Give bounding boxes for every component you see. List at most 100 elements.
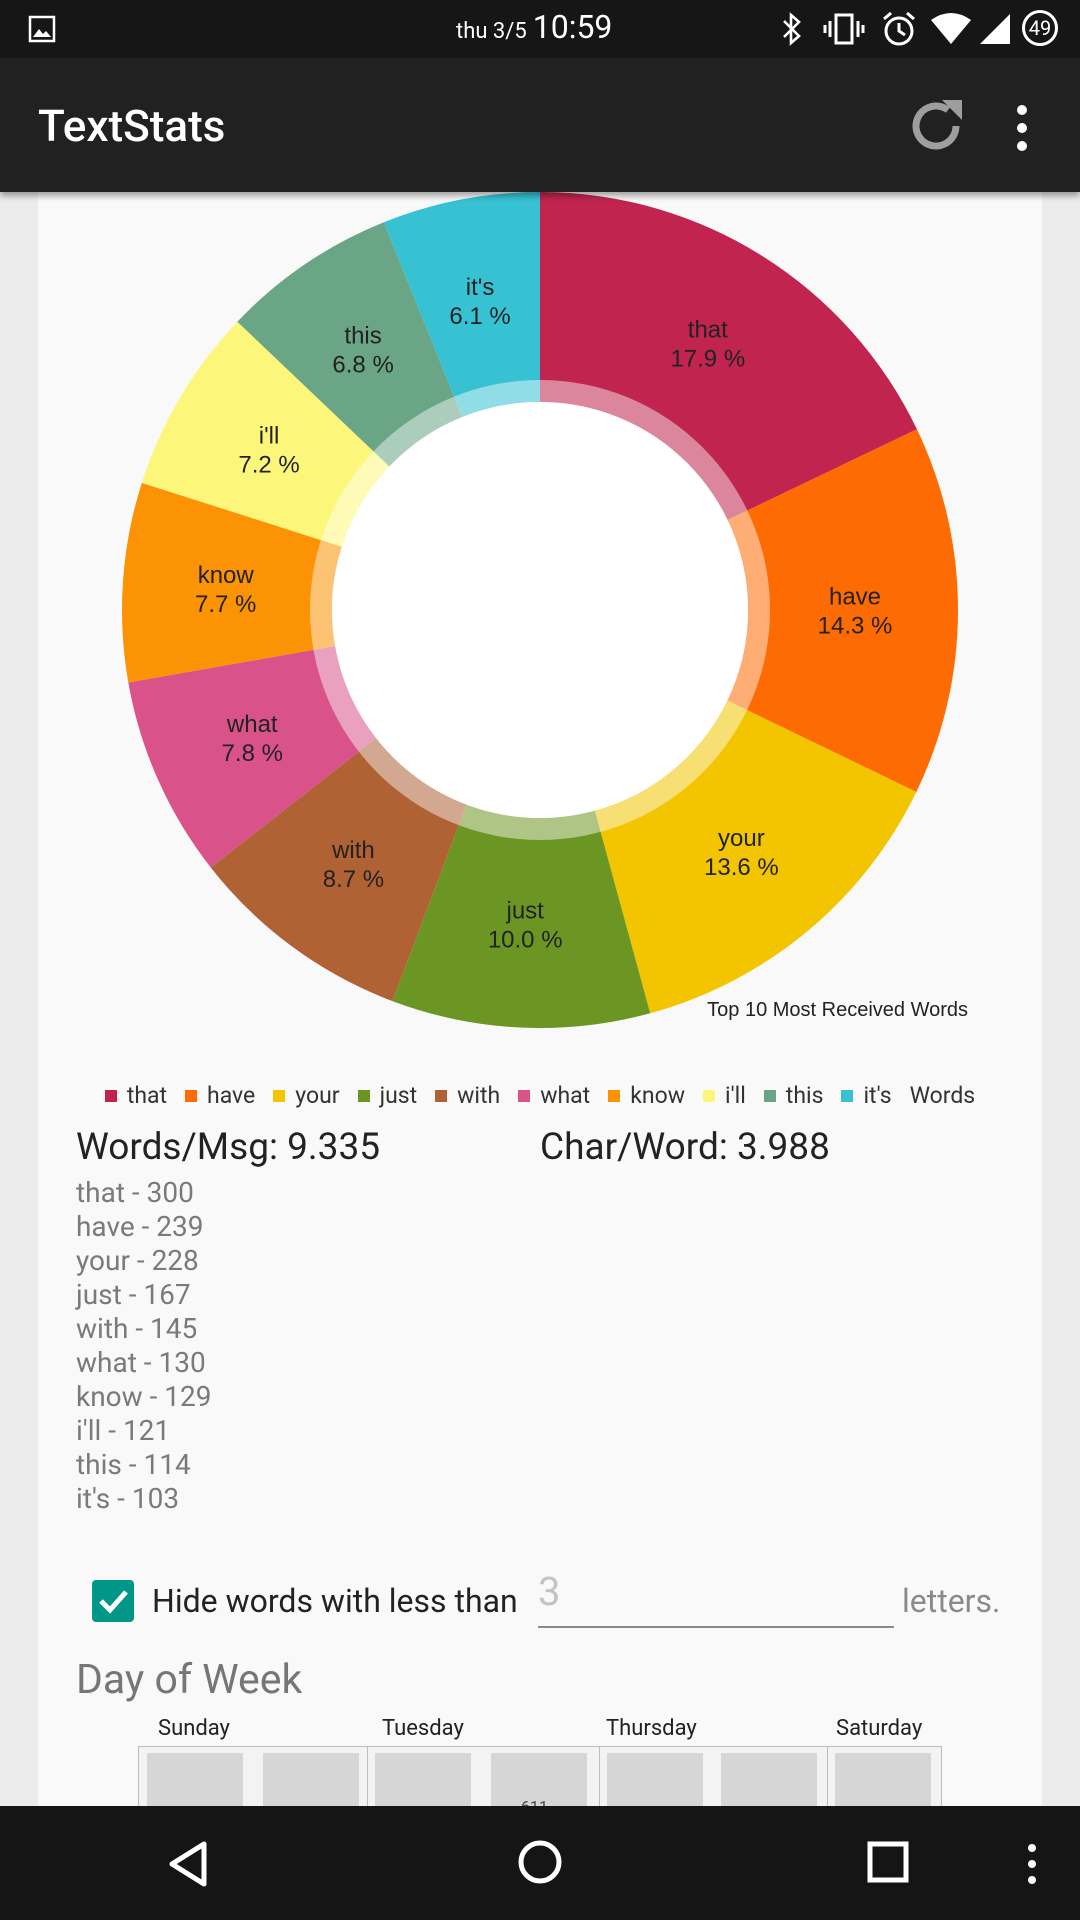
divider: [599, 1747, 600, 1807]
legend-label: this: [785, 1082, 824, 1109]
check-icon: [99, 1590, 128, 1614]
recents-icon[interactable]: [866, 1840, 910, 1884]
donut-slice-what[interactable]: [128, 646, 377, 868]
legend-label: your: [295, 1082, 340, 1109]
list-item: that - 300: [76, 1176, 194, 1209]
bar-value-label: 611: [521, 1797, 548, 1807]
weekday-bar: [721, 1753, 817, 1807]
legend-swatch: [435, 1089, 448, 1102]
more-vert-icon[interactable]: [1006, 102, 1038, 154]
letters-suffix: letters.: [902, 1582, 1001, 1620]
legend-item-know: know: [608, 1082, 685, 1109]
legend-item-your: your: [273, 1082, 340, 1109]
status-clock: thu 3/5 10:59: [456, 8, 612, 46]
legend-label: what: [540, 1082, 591, 1109]
slice-label: your: [718, 825, 765, 852]
chars-per-word: Char/Word: 3.988: [540, 1126, 830, 1169]
slice-label: have: [829, 583, 881, 610]
legend-label: just: [379, 1082, 418, 1109]
donut-slice-your[interactable]: [594, 700, 917, 1014]
legend-swatch: [104, 1089, 117, 1102]
wifi-icon: [931, 13, 971, 44]
list-item: it's - 103: [76, 1482, 180, 1515]
list-item: i'll - 121: [76, 1414, 171, 1447]
app-title: TextStats: [38, 100, 226, 152]
status-date: thu 3/5: [456, 19, 527, 44]
divider: [827, 1747, 828, 1807]
donut-slice-that[interactable]: [540, 192, 917, 521]
slice-label: with: [331, 837, 375, 864]
day-label-sunday: Sunday: [158, 1716, 230, 1741]
chart-title: Top 10 Most Received Words: [707, 999, 968, 1021]
slice-percent-label: 8.7 %: [323, 866, 384, 893]
legend-swatch: [763, 1089, 776, 1102]
slice-percent-label: 6.8 %: [332, 351, 393, 378]
list-item: what - 130: [76, 1346, 206, 1379]
slice-label: i'll: [259, 422, 280, 449]
day-label-saturday: Saturday: [836, 1716, 923, 1741]
donut-slice-just[interactable]: [392, 804, 651, 1028]
legend-swatch: [273, 1089, 286, 1102]
donut-slice-know[interactable]: [122, 482, 342, 683]
weekday-bar: [607, 1753, 703, 1807]
vibrate-icon: [823, 13, 865, 45]
weekday-bar: [835, 1753, 931, 1807]
slice-percent-label: 7.7 %: [195, 591, 256, 618]
day-label-thursday: Thursday: [606, 1716, 697, 1741]
slice-label: that: [688, 316, 728, 343]
legend-item-that: that: [104, 1082, 167, 1109]
content-card: that 17.9 % have 14.3 % your 13.6 % just 10.0 %…: [38, 192, 1042, 1806]
slice-label: what: [226, 711, 278, 738]
day-label-tuesday: Tuesday: [382, 1716, 464, 1741]
slice-percent-label: 6.1 %: [449, 303, 510, 330]
slice-percent-label: 13.6 %: [704, 854, 779, 881]
image-notification-icon: [28, 15, 56, 43]
donut-slice-ill[interactable]: [141, 321, 390, 547]
min-letters-value: 3: [538, 1568, 561, 1615]
app-bar: TextStats: [0, 58, 1080, 192]
divider: [367, 1747, 368, 1807]
weekday-bar: [491, 1753, 587, 1807]
donut-slice-have[interactable]: [727, 429, 958, 792]
hide-short-words-row: Hide words with less than 3 letters.: [0, 1568, 1080, 1658]
home-icon[interactable]: [516, 1838, 564, 1886]
slice-label: this: [344, 322, 381, 349]
slice-percent-label: 10.0 %: [488, 927, 563, 954]
legend-label: i'll: [724, 1082, 746, 1109]
donut-slice-with[interactable]: [210, 738, 467, 1002]
slice-percent-label: 7.8 %: [222, 740, 283, 767]
donut-chart: that 17.9 % have 14.3 % your 13.6 % just 10.0 %…: [38, 192, 1042, 1052]
battery-indicator: 49: [1022, 10, 1058, 46]
status-time: 10:59: [532, 8, 613, 46]
legend-label: know: [630, 1082, 685, 1109]
legend-swatch: [841, 1089, 854, 1102]
refresh-icon[interactable]: [904, 94, 968, 158]
list-item: just - 167: [76, 1278, 191, 1311]
legend-suffix: Words: [909, 1082, 976, 1109]
back-icon[interactable]: [164, 1838, 212, 1890]
more-vert-icon[interactable]: [1022, 1842, 1042, 1886]
slice-percent-label: 14.3 %: [818, 612, 893, 639]
legend-swatch: [702, 1089, 715, 1102]
chart-legend: that have your just with what know i'll this it's…: [0, 1082, 1080, 1109]
legend-item-what: what: [518, 1082, 590, 1109]
legend-item-its: it's: [841, 1082, 892, 1109]
slice-percent-label: 7.2 %: [238, 451, 299, 478]
day-of-week-title: Day of Week: [76, 1656, 303, 1704]
min-letters-input[interactable]: 3: [538, 1568, 894, 1628]
alarm-icon: [883, 11, 915, 46]
legend-swatch: [608, 1089, 621, 1102]
hide-short-words-checkbox[interactable]: [92, 1580, 134, 1622]
hide-short-words-label: Hide words with less than: [152, 1582, 518, 1620]
list-item: with - 145: [76, 1312, 198, 1345]
words-per-msg: Words/Msg: 9.335: [76, 1126, 381, 1169]
legend-label: have: [207, 1082, 256, 1109]
legend-item-just: just: [357, 1082, 418, 1109]
legend-item-ill: i'll: [702, 1082, 746, 1109]
list-item: your - 228: [76, 1244, 199, 1277]
slice-label: know: [198, 562, 255, 589]
donut-slice-this[interactable]: [237, 222, 463, 467]
donut-slice-its[interactable]: [383, 192, 540, 418]
list-item: have - 239: [76, 1210, 204, 1243]
legend-item-this: this: [763, 1082, 824, 1109]
